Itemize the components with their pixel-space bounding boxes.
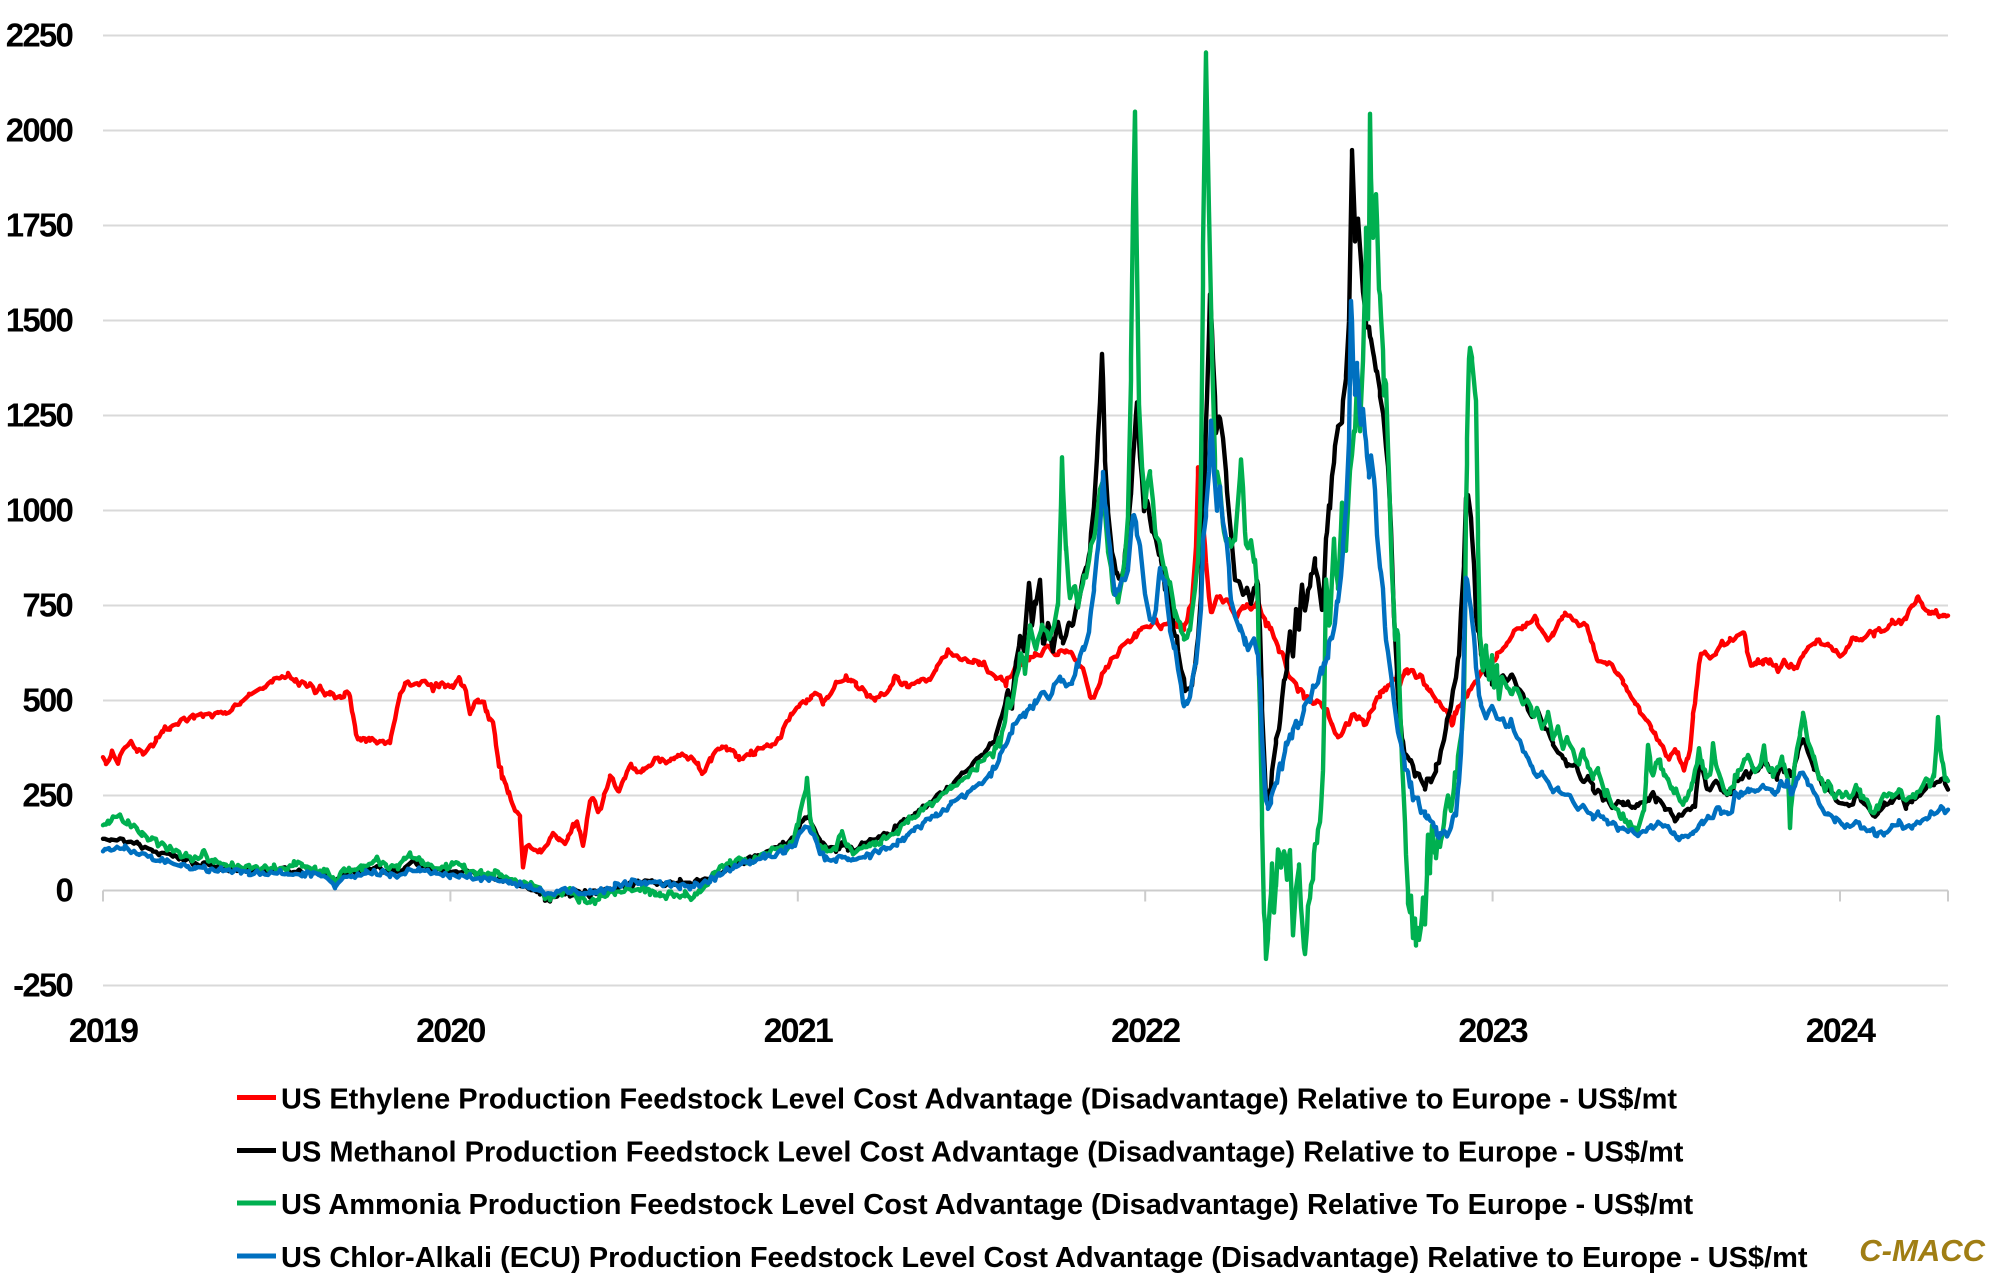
svg-text:1750: 1750 xyxy=(6,207,73,244)
svg-text:750: 750 xyxy=(22,587,72,624)
svg-text:500: 500 xyxy=(22,682,72,719)
svg-text:2000: 2000 xyxy=(6,112,73,149)
svg-text:1000: 1000 xyxy=(6,492,73,529)
svg-text:-250: -250 xyxy=(13,967,72,1004)
svg-text:2022: 2022 xyxy=(1111,1012,1180,1050)
svg-text:2024: 2024 xyxy=(1806,1012,1876,1050)
svg-text:2250: 2250 xyxy=(6,17,73,54)
svg-text:1250: 1250 xyxy=(6,397,73,434)
svg-text:250: 250 xyxy=(22,777,72,814)
svg-text:2023: 2023 xyxy=(1458,1012,1527,1050)
svg-text:C-MACC: C-MACC xyxy=(1859,1233,1985,1268)
svg-text:US Chlor-Alkali (ECU) Producti: US Chlor-Alkali (ECU) Production Feedsto… xyxy=(281,1242,1808,1274)
svg-text:US Ethylene Production Feedsto: US Ethylene Production Feedstock Level C… xyxy=(281,1084,1677,1116)
svg-text:US Methanol Production Feedsto: US Methanol Production Feedstock Level C… xyxy=(281,1137,1684,1169)
svg-text:2019: 2019 xyxy=(69,1012,138,1050)
svg-text:2020: 2020 xyxy=(416,1012,485,1050)
svg-text:1500: 1500 xyxy=(6,302,73,339)
svg-text:2021: 2021 xyxy=(764,1012,833,1050)
svg-text:0: 0 xyxy=(55,872,72,909)
svg-text:US Ammonia Production Feedstoc: US Ammonia Production Feedstock Level Co… xyxy=(281,1189,1693,1221)
